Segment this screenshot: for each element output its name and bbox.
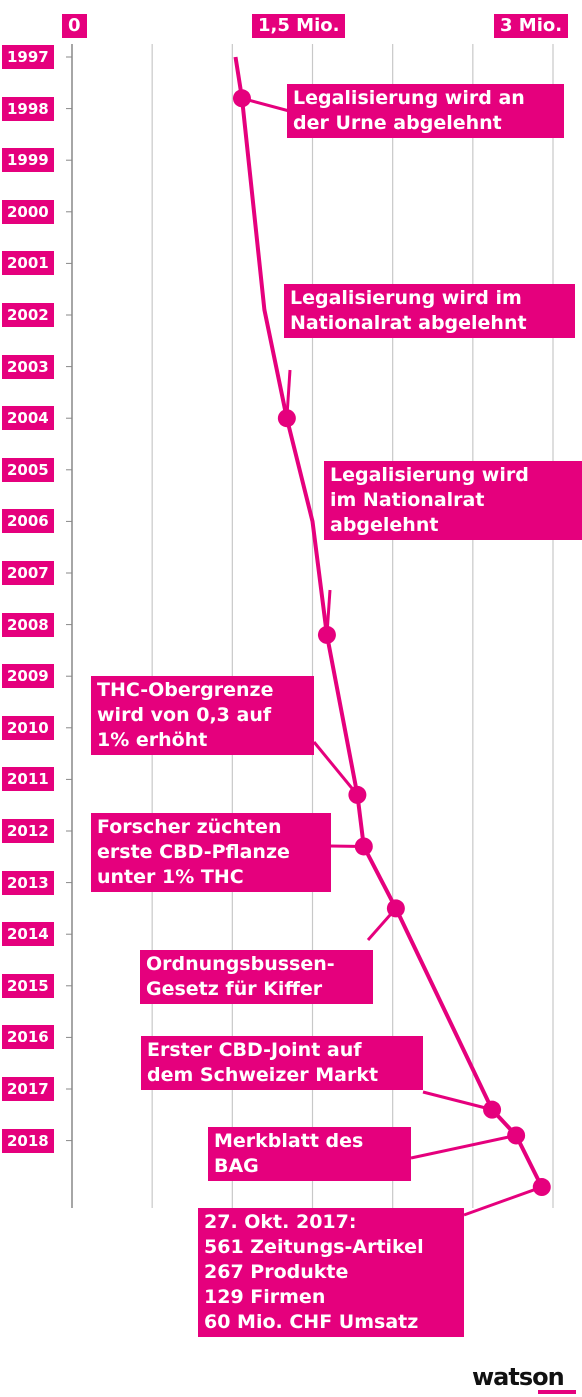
year-label: 2015 — [2, 973, 54, 998]
annotation-line: wird von 0,3 auf — [97, 704, 272, 726]
event-annotation: Legalisierung wird im Nationalrat abgelehn… — [324, 461, 582, 540]
event-annotation: 27. Okt. 2017: 561 Zeitungs-Artikel 267 Pr… — [198, 1208, 464, 1337]
year-label: 2016 — [2, 1025, 54, 1050]
event-marker — [348, 785, 367, 804]
x-tick-label: 3 Mio. — [494, 14, 569, 38]
event-marker — [507, 1126, 526, 1145]
year-label: 2006 — [2, 509, 54, 534]
year-label: 2005 — [2, 457, 54, 482]
annotation-line: Nationalrat abgelehnt — [290, 312, 527, 334]
event-annotation: Legalisierung wird an der Urne abgelehnt — [287, 84, 564, 138]
year-label: 2011 — [2, 767, 54, 792]
annotation-line: Forscher züchten — [97, 816, 282, 838]
annotation-line: 267 Produkte — [204, 1261, 349, 1283]
event-marker — [232, 89, 251, 108]
event-marker — [386, 899, 405, 918]
annotation-line: 27. Okt. 2017: — [204, 1211, 357, 1233]
year-label: 2003 — [2, 354, 54, 379]
year-label: 2018 — [2, 1128, 54, 1153]
annotation-line: der Urne abgelehnt — [293, 112, 502, 134]
year-label: 2002 — [2, 303, 54, 327]
annotation-connector — [410, 1133, 517, 1160]
annotation-line: Ordnungsbussen- — [146, 953, 335, 975]
annotation-line: erste CBD-Pflanze — [97, 841, 290, 863]
year-label: 2000 — [2, 199, 54, 224]
year-label: 1997 — [2, 45, 54, 69]
year-label: 2017 — [2, 1077, 54, 1101]
annotation-line: 129 Firmen — [204, 1286, 326, 1308]
annotation-connector — [422, 1090, 493, 1112]
year-label: 1999 — [2, 148, 54, 173]
event-marker — [317, 625, 336, 644]
year-label: 2013 — [2, 870, 54, 895]
year-label: 2001 — [2, 251, 54, 276]
year-label: 2010 — [2, 715, 54, 740]
event-marker — [277, 409, 296, 428]
annotation-line: THC-Obergrenze — [97, 679, 274, 701]
year-label: 2012 — [2, 819, 54, 843]
annotation-line: Legalisierung wird — [330, 464, 529, 486]
annotation-line: Legalisierung wird im — [290, 287, 522, 309]
year-label: 2004 — [2, 406, 54, 431]
series-line — [233, 56, 544, 1188]
x-tick-label: 1,5 Mio. — [252, 14, 346, 38]
annotation-line: Erster CBD-Joint auf — [147, 1039, 362, 1061]
event-annotation: Ordnungsbussen- Gesetz für Kiffer — [140, 950, 373, 1004]
annotation-line: dem Schweizer Markt — [147, 1064, 379, 1086]
annotation-line: abgelehnt — [330, 514, 439, 536]
annotation-connector — [312, 741, 359, 796]
annotation-connector — [463, 1185, 543, 1217]
year-label: 2007 — [2, 561, 54, 585]
event-annotation: Erster CBD-Joint auf dem Schweizer Markt — [141, 1036, 423, 1090]
event-annotation: Merkblatt des BAG — [208, 1127, 411, 1181]
annotation-line: unter 1% THC — [97, 866, 244, 888]
event-annotation: Legalisierung wird im Nationalrat abgeleh… — [284, 284, 575, 338]
event-annotation: THC-Obergrenze wird von 0,3 auf 1% erhöht — [91, 676, 314, 755]
year-label: 2008 — [2, 612, 54, 637]
annotation-line: 60 Mio. CHF Umsatz — [204, 1311, 419, 1333]
logo-underline — [538, 1390, 576, 1394]
year-label: 2014 — [2, 922, 54, 947]
year-label: 2009 — [2, 664, 54, 689]
annotation-line: im Nationalrat — [330, 489, 485, 511]
event-annotation: Forscher züchten erste CBD-Pflanze unter 1… — [91, 813, 331, 892]
annotation-line: 561 Zeitungs-Artikel — [204, 1236, 424, 1258]
event-marker — [354, 837, 373, 856]
annotation-line: Gesetz für Kiffer — [146, 978, 323, 1000]
annotation-line: Legalisierung wird an — [293, 87, 525, 109]
annotation-line: 1% erhöht — [97, 729, 208, 751]
event-marker — [532, 1178, 551, 1197]
year-label: 1998 — [2, 96, 54, 121]
event-marker — [483, 1100, 502, 1119]
x-tick-label: 0 — [62, 14, 87, 38]
annotation-line: BAG — [214, 1155, 259, 1177]
watson-logo: watson — [472, 1363, 565, 1391]
annotation-line: Merkblatt des — [214, 1130, 364, 1152]
